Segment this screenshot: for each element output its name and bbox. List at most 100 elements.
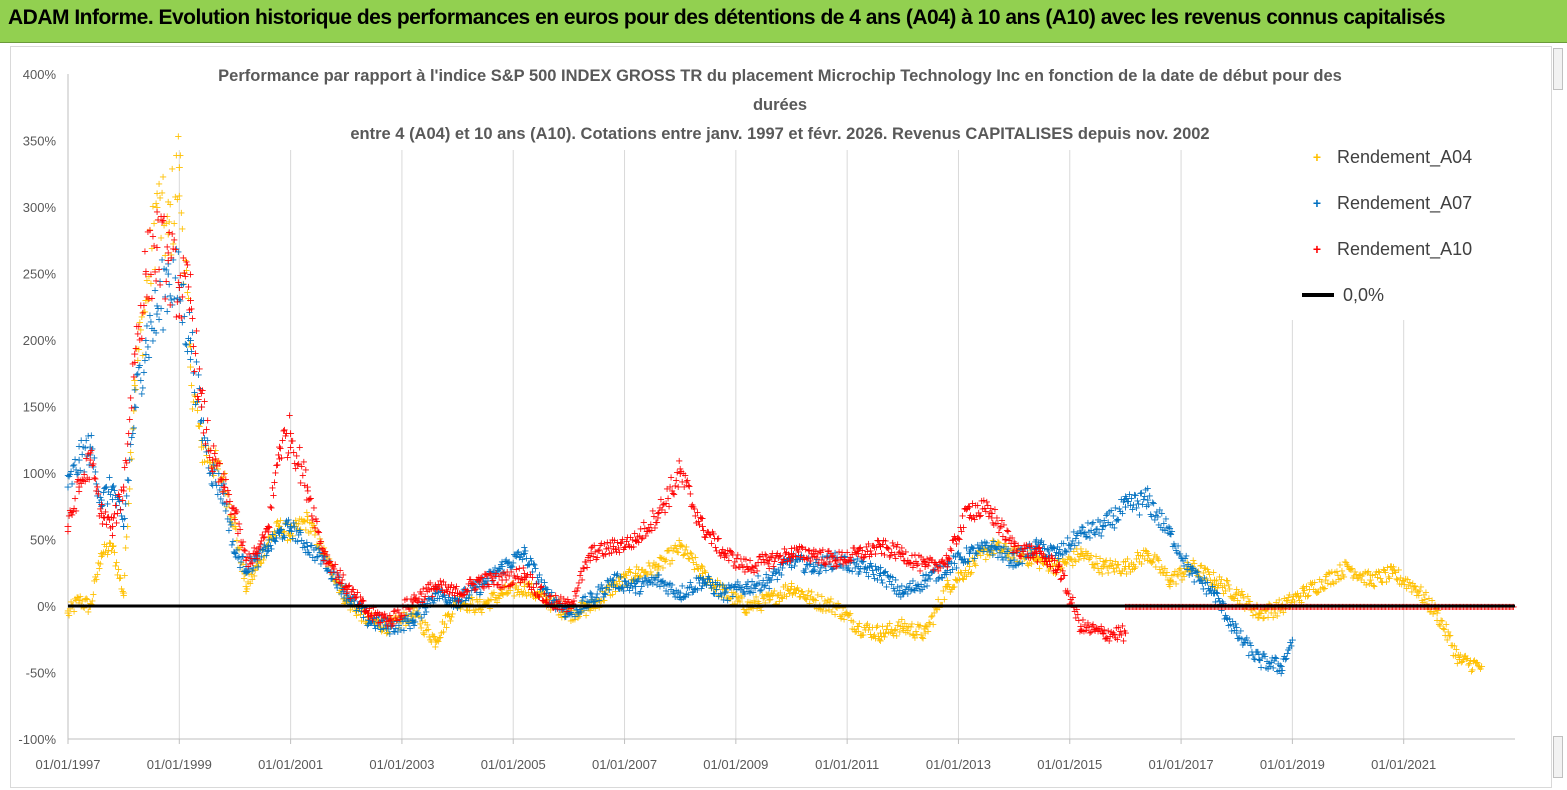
series-a04-point: + [265,532,273,543]
series-a04-point: + [585,604,593,615]
series-a04-point: + [260,551,268,562]
series-a04-point: + [420,630,428,641]
series-a04-point: + [344,595,352,606]
series-a04-point: + [643,569,651,580]
series-a04-point: + [519,588,527,599]
series-a04-point: + [250,571,258,582]
series-a04-point: + [80,603,88,614]
series-a04-point: + [218,473,226,484]
series-a04-point: + [540,597,548,608]
series-a04-point: + [854,620,863,633]
series-a04-point: + [220,487,228,498]
series-a04-point: + [285,530,293,541]
series-a04-point: + [526,590,534,601]
resize-handle-bottom[interactable] [1553,736,1563,778]
series-a04-point: + [268,532,276,543]
series-a04-point: + [276,515,284,526]
series-a04-point: + [65,611,73,622]
x-tick-label: 01/01/2021 [1371,757,1436,772]
series-a04-point: + [184,293,192,304]
series-a04-point: + [447,612,455,623]
series-a04-point: + [637,571,645,582]
series-a04-point: + [245,569,253,580]
series-a04-point: + [283,535,291,546]
series-a04-point: + [667,543,675,554]
series-a04-point: + [202,451,210,462]
series-a04-point: + [104,546,112,557]
series-a04-point: + [568,602,576,613]
series-a04-point: + [287,521,295,532]
series-a04-point: + [545,598,553,609]
series-a04-point: + [559,607,567,618]
series-a10-point: + [141,247,149,258]
series-a04-point: + [86,598,94,609]
series-a04-point: + [640,568,648,579]
series-a04-point: + [81,594,89,605]
series-a04-point: + [279,526,287,537]
series-a04-point: + [673,547,681,558]
series-a04-point: + [578,603,586,614]
series-a04-point: + [219,474,227,485]
series-a04-point: + [612,579,620,590]
x-tick-label: 01/01/2005 [481,757,546,772]
series-a04-point: + [272,518,280,529]
series-a04-point: + [257,558,265,569]
series-a04-point: + [116,573,124,584]
series-a04-point: + [558,612,566,623]
series-a10-point: + [135,322,143,333]
series-a04-point: + [177,208,185,219]
series-a04-point: + [342,593,351,606]
series-a04-point: + [631,571,639,582]
series-a04-point: + [159,172,167,183]
series-a04-point: + [252,560,260,571]
series-a04-point: + [592,595,600,606]
series-a07-point: + [139,383,147,394]
series-a04-point: + [175,161,184,174]
series-a04-point: + [434,636,442,647]
legend-item-a04: + Rendement_A04 [1302,146,1472,170]
series-a04-point: + [497,587,506,600]
series-a04-point: + [362,618,370,629]
series-a04-point: + [162,219,170,230]
resize-handle-top[interactable] [1553,48,1563,90]
series-a10-point: + [302,465,310,476]
series-a04-point: + [180,269,188,280]
series-a04-point: + [485,596,493,607]
series-a04-point: + [154,215,162,226]
series-a04-point: + [294,524,302,535]
series-a04-point: + [299,517,307,528]
series-a04-point: + [212,445,220,456]
series-a04-point: + [186,342,194,353]
series-a04-point: + [522,591,530,602]
series-a04-point: + [669,546,677,557]
series-a04-point: + [660,554,668,565]
series-a04-point: + [364,608,372,619]
series-a04-point: + [1054,560,1063,573]
series-a04-point: + [680,549,688,560]
series-a04-point: + [531,593,539,604]
series-a04-point: + [176,150,184,161]
series-a04-point: + [75,593,84,606]
series-a04-point: + [164,197,172,208]
series-a04-point: + [314,543,322,554]
series-a04-point: + [197,435,205,446]
series-a04-point: + [237,558,245,569]
series-a04-point: + [313,540,321,551]
series-a04-point: + [210,471,218,482]
series-a04-point: + [233,535,241,546]
series-a04-point: + [476,595,484,606]
series-a04-point: + [91,572,99,583]
series-a04-point: + [228,518,236,529]
series-a04-point: + [492,593,500,604]
series-a04-point: + [1410,580,1419,593]
series-a04-point: + [138,312,146,323]
x-tick-label: 01/01/2001 [258,757,323,772]
series-a04-point: + [615,577,623,588]
series-a04-point: + [671,541,679,552]
series-a07-point: + [1287,641,1295,652]
series-a04-point: + [234,543,242,554]
series-a04-point: + [1455,653,1464,666]
series-a04-point: + [263,540,271,551]
series-a04-point: + [333,577,341,588]
